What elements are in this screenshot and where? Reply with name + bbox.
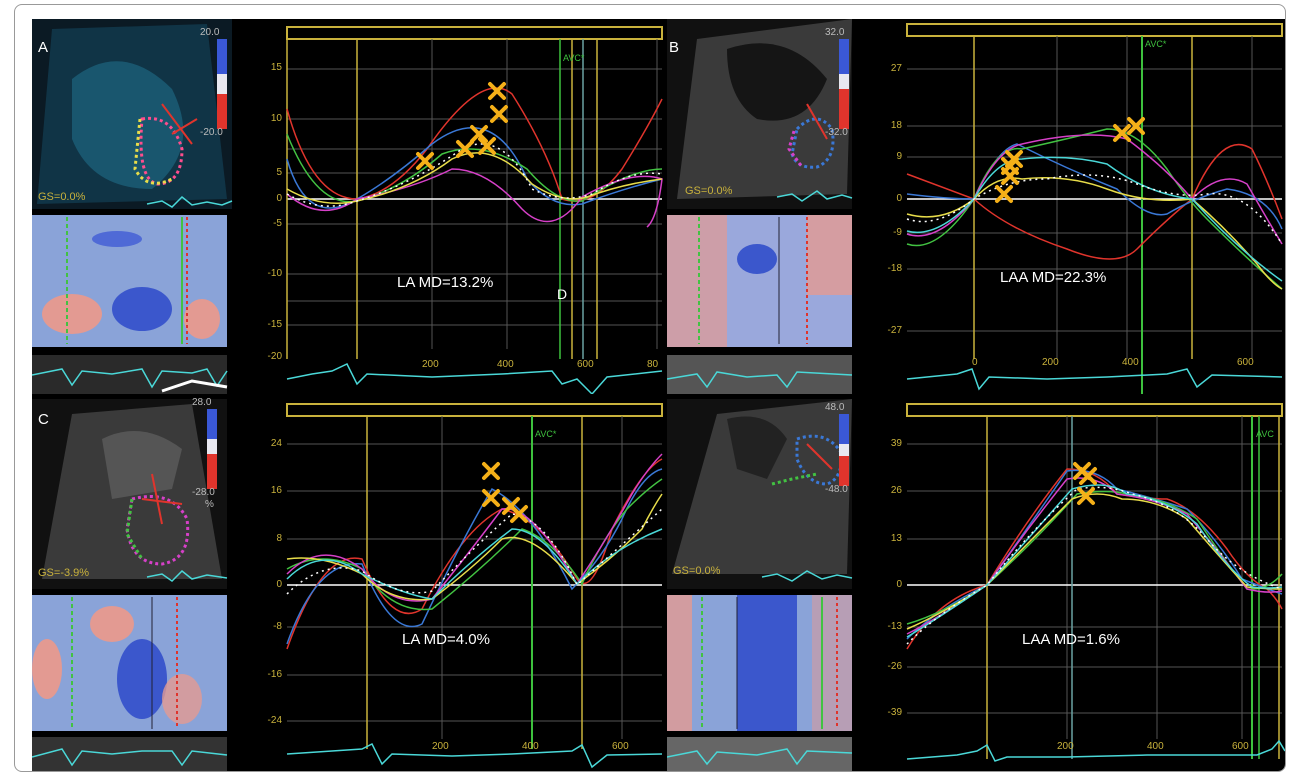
ytick-b: 0 (896, 193, 902, 204)
ytick-d: 0 (896, 579, 902, 590)
xtick-d: 200 (1057, 741, 1074, 752)
md-label-a: LA MD=13.2% (397, 274, 494, 291)
scale-unit-c: % (205, 499, 214, 510)
ytick-b: 18 (890, 120, 902, 131)
xtick-b: 0 (972, 357, 978, 368)
xtick-b: 600 (1237, 357, 1254, 368)
ytick-c: -16 (267, 669, 282, 680)
global-strain-d: GS=0.0% (673, 565, 721, 577)
xtick-d: 400 (1147, 741, 1164, 752)
xtick-a: 200 (422, 359, 439, 370)
scale-max-d: 48.0 (825, 402, 845, 413)
scale-min-b: -32.0 (825, 127, 848, 138)
panel-c: C GS=-3.9% 28.0 -28.0 % LA MD=4.0% AVC* … (32, 397, 667, 771)
avc-label-d: AVC (1256, 429, 1274, 439)
panel-d: GS=0.0% 48.0 -48.0 LAA MD=1.6% AVC 39 26… (667, 399, 1285, 771)
md-label-b: LAA MD=22.3% (1000, 269, 1107, 286)
figure-canvas: A GS=0.0% 20.0 -20.0 LA MD=13.2% AVC* D … (32, 19, 1285, 771)
ytick-b: -18 (887, 263, 902, 274)
d-label: D (557, 286, 568, 302)
ytick-d: 39 (890, 438, 902, 449)
panel-letter-b: B (669, 39, 680, 56)
xtick-b: 200 (1042, 357, 1059, 368)
global-strain-c: GS=-3.9% (38, 567, 90, 579)
strain-plot-d (906, 403, 1285, 762)
xtick-b: 400 (1122, 357, 1139, 368)
strain-plot-b (906, 23, 1283, 394)
scale-min-c: -28.0 (192, 487, 215, 498)
xtick-a: 600 (577, 359, 594, 370)
ytick-a: -10 (267, 268, 282, 279)
scale-min-a: -20.0 (200, 127, 223, 138)
ytick-d: -13 (887, 621, 902, 632)
ytick-d: 13 (890, 533, 902, 544)
ytick-d: -39 (887, 707, 902, 718)
ytick-a: -15 (267, 319, 282, 330)
xtick-a: 80 (647, 359, 659, 370)
figure-frame: A GS=0.0% 20.0 -20.0 LA MD=13.2% AVC* D … (14, 4, 1286, 772)
panel-letter-a: A (38, 39, 49, 56)
ytick-c: 24 (270, 438, 282, 449)
panel-letter-c: C (38, 411, 49, 428)
xtick-c: 600 (612, 741, 629, 752)
ytick-a: 15 (270, 62, 282, 73)
strain-plot-c (286, 403, 663, 769)
avc-label-c: AVC* (535, 429, 557, 439)
ytick-c: -8 (273, 621, 282, 632)
panel-a: A GS=0.0% 20.0 -20.0 LA MD=13.2% AVC* D … (32, 19, 667, 394)
scale-max-b: 32.0 (825, 27, 845, 38)
ytick-c: 0 (276, 579, 282, 590)
ytick-b: -9 (893, 227, 902, 238)
ytick-a: 5 (276, 167, 282, 178)
ytick-b: 27 (890, 63, 902, 74)
ytick-c: 16 (270, 485, 282, 496)
ytick-c: -24 (267, 715, 282, 726)
ytick-c: 8 (276, 533, 282, 544)
ytick-a: 0 (276, 193, 282, 204)
strain-plot-a (286, 26, 663, 394)
scale-max-a: 20.0 (200, 27, 220, 38)
ytick-b: -27 (887, 325, 902, 336)
ytick-d: 26 (890, 485, 902, 496)
ytick-a: -20 (267, 351, 282, 362)
xtick-a: 400 (497, 359, 514, 370)
global-strain-b: GS=0.0% (685, 185, 733, 197)
md-label-d: LAA MD=1.6% (1022, 631, 1120, 648)
scale-max-c: 28.0 (192, 397, 212, 408)
ytick-b: 9 (896, 151, 902, 162)
xtick-c: 200 (432, 741, 449, 752)
panel-b: B GS=0.0% 32.0 -32.0 LAA MD=22.3% AVC* 2… (667, 19, 1285, 394)
global-strain-a: GS=0.0% (38, 191, 86, 203)
avc-label-b: AVC* (1145, 39, 1167, 49)
ytick-a: 10 (270, 113, 282, 124)
avc-label-a: AVC* (563, 53, 585, 63)
xtick-d: 600 (1232, 741, 1249, 752)
scale-min-d: -48.0 (825, 484, 848, 495)
xtick-c: 400 (522, 741, 539, 752)
ytick-a: -5 (273, 218, 282, 229)
ytick-d: -26 (887, 661, 902, 672)
md-label-c: LA MD=4.0% (402, 631, 490, 648)
